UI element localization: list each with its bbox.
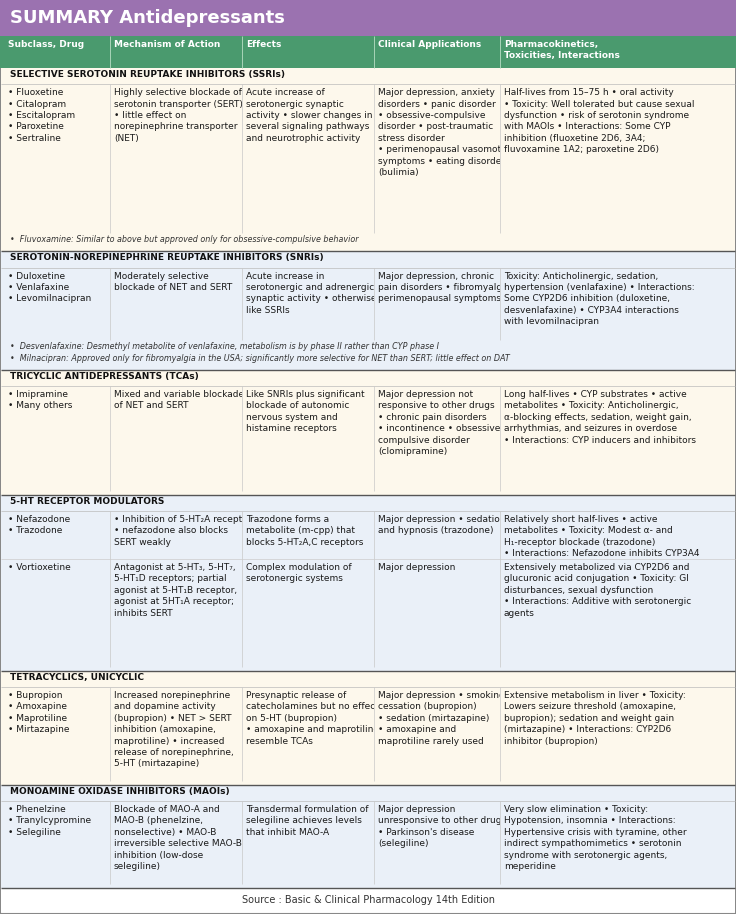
Text: Major depression: Major depression	[378, 563, 456, 572]
Text: Moderately selective
blockade of NET and SERT: Moderately selective blockade of NET and…	[114, 271, 233, 292]
Text: Relatively short half-lives • active
metabolites • Toxicity: Modest α- and
H₁-re: Relatively short half-lives • active met…	[504, 515, 699, 558]
Text: Complex modulation of
serotonergic systems: Complex modulation of serotonergic syste…	[246, 563, 352, 583]
Text: Major depression • sedation
and hypnosis (trazodone): Major depression • sedation and hypnosis…	[378, 515, 506, 536]
Text: • Phenelzine
• Tranylcypromine
• Selegiline: • Phenelzine • Tranylcypromine • Selegil…	[8, 805, 91, 837]
Text: TETRACYCLICS, UNICYCLIC: TETRACYCLICS, UNICYCLIC	[10, 673, 144, 682]
Text: MONOAMINE OXIDASE INHIBITORS (MAOIs): MONOAMINE OXIDASE INHIBITORS (MAOIs)	[10, 787, 230, 796]
Text: Like SNRIs plus significant
blockade of autonomic
nervous system and
histamine r: Like SNRIs plus significant blockade of …	[246, 390, 364, 433]
Text: Major depression, anxiety
disorders • panic disorder
• obsessive-compulsive
diso: Major depression, anxiety disorders • pa…	[378, 88, 510, 177]
Text: Subclass, Drug: Subclass, Drug	[8, 40, 84, 49]
Text: Trazodone forms a
metabolite (m-cpp) that
blocks 5-HT₂A,C receptors: Trazodone forms a metabolite (m-cpp) tha…	[246, 515, 364, 547]
Text: • Imipramine
• Many others: • Imipramine • Many others	[8, 390, 72, 410]
Text: Very slow elimination • Toxicity:
Hypotension, insomnia • Interactions:
Hyperten: Very slow elimination • Toxicity: Hypote…	[504, 805, 687, 871]
Text: SELECTIVE SEROTONIN REUPTAKE INHIBITORS (SSRIs): SELECTIVE SEROTONIN REUPTAKE INHIBITORS …	[10, 70, 285, 79]
Text: Source : Basic & Clinical Pharmacology 14th Edition: Source : Basic & Clinical Pharmacology 1…	[241, 895, 495, 905]
Text: • Vortioxetine: • Vortioxetine	[8, 563, 71, 572]
Text: Acute increase in
serotonergic and adrenergic
synaptic activity • otherwise
like: Acute increase in serotonergic and adren…	[246, 271, 377, 315]
Text: 5-HT RECEPTOR MODULATORS: 5-HT RECEPTOR MODULATORS	[10, 497, 164, 505]
Bar	[1, 370, 735, 494]
Text: SEROTONIN-NOREPINEPHRINE REUPTAKE INHIBITORS (SNRIs): SEROTONIN-NOREPINEPHRINE REUPTAKE INHIBI…	[10, 253, 324, 262]
Text: Effects: Effects	[246, 40, 281, 49]
Text: Antagonist at 5-HT₃, 5-HT₇,
5-HT₁D receptors; partial
agonist at 5-HT₁B receptor: Antagonist at 5-HT₃, 5-HT₇, 5-HT₁D recep…	[114, 563, 237, 618]
Text: Major depression
unresponsive to other drugs
• Parkinson's disease
(selegiline): Major depression unresponsive to other d…	[378, 805, 506, 848]
Bar	[1, 671, 735, 785]
Text: •  Desvenlafaxine: Desmethyl metabolite of venlafaxine, metabolism is by phase I: • Desvenlafaxine: Desmethyl metabolite o…	[10, 342, 510, 363]
Text: Highly selective blockade of
serotonin transporter (SERT)
• little effect on
nor: Highly selective blockade of serotonin t…	[114, 88, 243, 143]
Text: Clinical Applications: Clinical Applications	[378, 40, 481, 49]
Text: • Inhibition of 5-HT₂A receptor
• nefazodone also blocks
SERT weakly: • Inhibition of 5-HT₂A receptor • nefazo…	[114, 515, 252, 547]
Text: • Duloxetine
• Venlafaxine
• Levomilnacipran: • Duloxetine • Venlafaxine • Levomilnaci…	[8, 271, 91, 303]
Text: • Bupropion
• Amoxapine
• Maprotiline
• Mirtazapine: • Bupropion • Amoxapine • Maprotiline • …	[8, 691, 69, 734]
Text: Extensively metabolized via CYP2D6 and
glucuronic acid conjugation • Toxicity: G: Extensively metabolized via CYP2D6 and g…	[504, 563, 691, 618]
Text: Extensive metabolism in liver • Toxicity:
Lowers seizure threshold (amoxapine,
b: Extensive metabolism in liver • Toxicity…	[504, 691, 686, 746]
Bar	[1, 494, 735, 671]
Text: Increased norepinephrine
and dopamine activity
(bupropion) • NET > SERT
inhibiti: Increased norepinephrine and dopamine ac…	[114, 691, 234, 769]
Bar	[0, 36, 736, 68]
Text: Major depression • smoking
cessation (bupropion)
• sedation (mirtazapine)
• amox: Major depression • smoking cessation (bu…	[378, 691, 505, 746]
Text: Pharmacokinetics,
Toxicities, Interactions: Pharmacokinetics, Toxicities, Interactio…	[504, 40, 620, 59]
Text: Major depression, chronic
pain disorders • fibromyalgia,
perimenopausal symptoms: Major depression, chronic pain disorders…	[378, 271, 513, 303]
Bar	[1, 251, 735, 370]
Bar	[0, 0, 736, 36]
Text: Presynaptic release of
catecholamines but no effect
on 5-HT (bupropion)
• amoxap: Presynaptic release of catecholamines bu…	[246, 691, 379, 746]
Text: • Nefazodone
• Trazodone: • Nefazodone • Trazodone	[8, 515, 70, 536]
Text: TRICYCLIC ANTIDEPRESSANTS (TCAs): TRICYCLIC ANTIDEPRESSANTS (TCAs)	[10, 372, 199, 381]
Text: Blockade of MAO-A and
MAO-B (phenelzine,
nonselective) • MAO-B
irreversible sele: Blockade of MAO-A and MAO-B (phenelzine,…	[114, 805, 242, 871]
Text: • Fluoxetine
• Citalopram
• Escitalopram
• Paroxetine
• Sertraline: • Fluoxetine • Citalopram • Escitalopram…	[8, 88, 75, 143]
Text: Half-lives from 15–75 h • oral activity
• Toxicity: Well tolerated but cause sex: Half-lives from 15–75 h • oral activity …	[504, 88, 695, 154]
Text: Acute increase of
serotonergic synaptic
activity • slower changes in
several sig: Acute increase of serotonergic synaptic …	[246, 88, 372, 143]
Text: Mixed and variable blockade
of NET and SERT: Mixed and variable blockade of NET and S…	[114, 390, 244, 410]
Text: Transdermal formulation of
selegiline achieves levels
that inhibit MAO-A: Transdermal formulation of selegiline ac…	[246, 805, 369, 837]
Text: Major depression not
responsive to other drugs
• chronic pain disorders
• incont: Major depression not responsive to other…	[378, 390, 503, 456]
Text: Toxicity: Anticholinergic, sedation,
hypertension (venlafaxine) • Interactions:
: Toxicity: Anticholinergic, sedation, hyp…	[504, 271, 695, 326]
Text: Long half-lives • CYP substrates • active
metabolites • Toxicity: Anticholinergi: Long half-lives • CYP substrates • activ…	[504, 390, 696, 444]
Text: SUMMARY Antidepressants: SUMMARY Antidepressants	[10, 9, 285, 27]
Text: Mechanism of Action: Mechanism of Action	[114, 40, 220, 49]
Bar	[1, 888, 735, 912]
Text: •  Fluvoxamine: Similar to above but approved only for obsessive-compulsive beha: • Fluvoxamine: Similar to above but appr…	[10, 235, 358, 244]
Bar	[1, 68, 735, 251]
Bar	[1, 785, 735, 888]
